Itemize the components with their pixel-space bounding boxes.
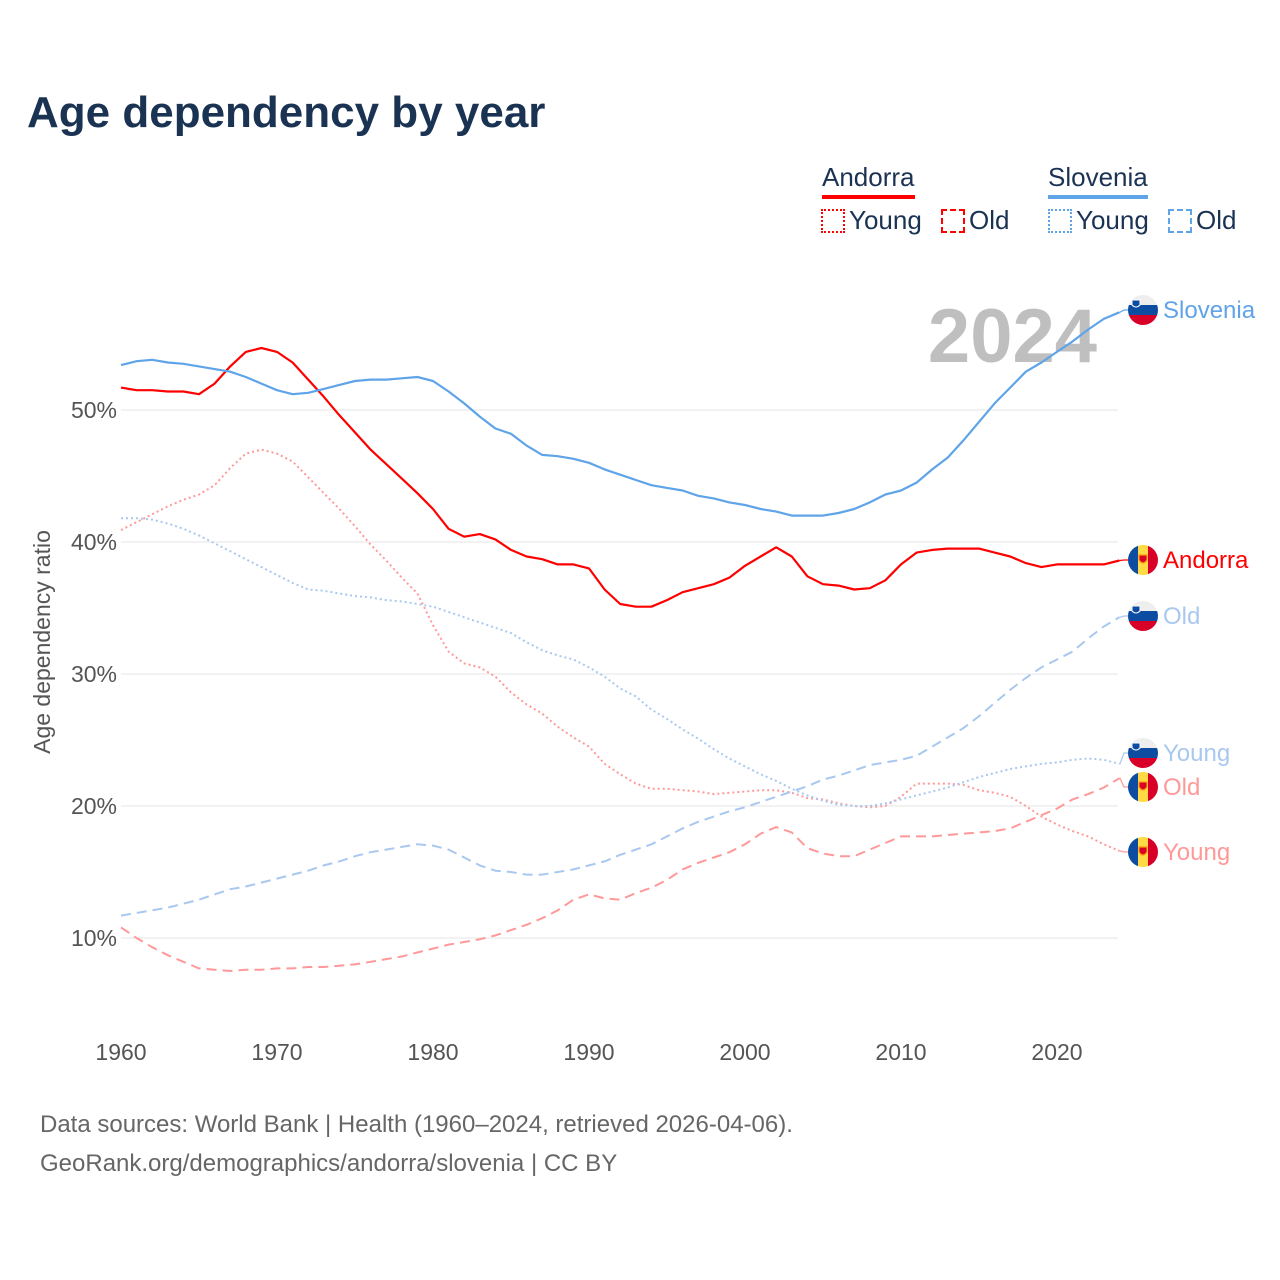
y-tick-label: 40%: [71, 529, 117, 555]
year-watermark: 2024: [928, 294, 1097, 379]
end-label: Old: [1163, 774, 1200, 801]
legend-label: Young: [849, 205, 922, 235]
series-line-slovenia-old: [120, 616, 1120, 917]
end-label: Young: [1163, 839, 1230, 866]
end-label: Andorra: [1163, 547, 1249, 574]
series-line-andorra-old: [120, 777, 1120, 972]
legend-andorra-young[interactable]: Young: [821, 205, 922, 236]
slovenia-flag-icon: [1128, 601, 1158, 631]
series-line-andorra: [120, 346, 1120, 608]
series-line-slovenia-young: [121, 517, 1120, 807]
x-tick-label: 1980: [407, 1039, 458, 1065]
x-tick-label: 1960: [95, 1039, 146, 1065]
legend-slovenia-old[interactable]: Old: [1168, 205, 1236, 236]
andorra-flag-icon: [1128, 545, 1158, 575]
dashed-swatch-icon: [1168, 208, 1192, 233]
x-tick-label: 2010: [875, 1039, 926, 1065]
chart-title: Age dependency by year: [27, 88, 546, 137]
x-tick-label: 1990: [563, 1039, 614, 1065]
legend-slovenia-young[interactable]: Young: [1048, 205, 1149, 236]
y-tick-label: 10%: [71, 925, 117, 951]
slovenia-flag-icon: [1128, 738, 1158, 768]
series-line-slovenia: [120, 311, 1120, 517]
legend-label: Old: [969, 205, 1010, 235]
footer: Data sources: World Bank | Health (1960–…: [40, 1105, 793, 1183]
end-label: Young: [1163, 740, 1230, 767]
series-line-andorra-young: [120, 448, 1120, 852]
source-text: Data sources: World Bank | Health (1960–…: [40, 1111, 793, 1138]
x-tick-label: 2000: [719, 1039, 770, 1065]
leader-line: [1119, 777, 1130, 788]
legend-label: Old: [1196, 205, 1237, 235]
y-tick-label: 20%: [71, 793, 117, 819]
leader-line: [1119, 309, 1130, 313]
y-tick-label: 50%: [71, 397, 117, 423]
slovenia-flag-icon: [1128, 295, 1158, 325]
y-tick-label: 30%: [71, 661, 117, 687]
x-tick-label: 1970: [251, 1039, 302, 1065]
dotted-swatch-icon: [821, 208, 845, 233]
end-label: Old: [1163, 603, 1200, 630]
end-label: Slovenia: [1163, 297, 1256, 324]
legend-andorra-old[interactable]: Old: [941, 205, 1009, 236]
leader-line: [1119, 615, 1130, 618]
dotted-swatch-icon: [1048, 208, 1072, 233]
attribution-link[interactable]: GeoRank.org/demographics/andorra/sloveni…: [40, 1150, 618, 1177]
andorra-flag-icon: [1128, 837, 1158, 867]
legend-label: Young: [1076, 205, 1149, 235]
leader-line: [1119, 752, 1130, 765]
dashed-swatch-icon: [941, 208, 965, 233]
leader-line: [1119, 850, 1130, 853]
y-axis-label: Age dependency ratio: [29, 530, 55, 754]
legend-slovenia[interactable]: Slovenia: [1048, 162, 1148, 199]
legend-andorra[interactable]: Andorra: [822, 162, 915, 199]
andorra-flag-icon: [1128, 772, 1158, 802]
x-tick-label: 2020: [1031, 1039, 1082, 1065]
